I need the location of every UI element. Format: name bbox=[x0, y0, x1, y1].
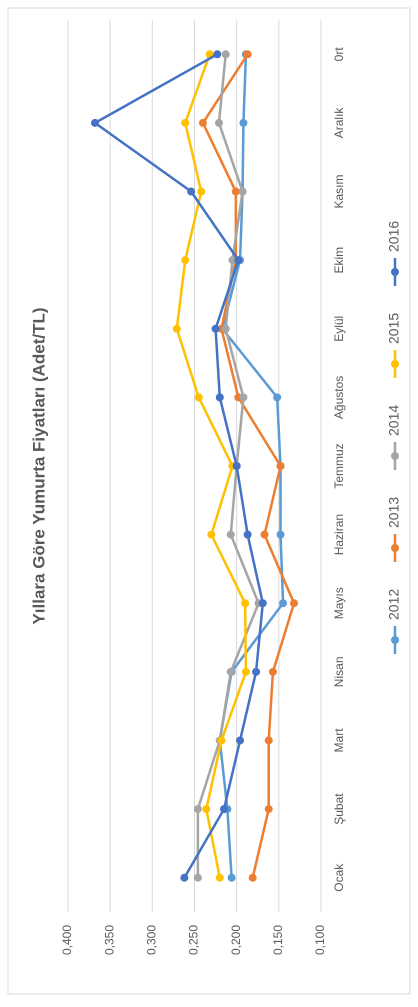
data-point bbox=[220, 805, 229, 814]
y-tick-label: 0,350 bbox=[102, 925, 116, 955]
x-tick-label: Mart bbox=[332, 728, 346, 753]
data-point bbox=[221, 324, 230, 333]
data-point bbox=[243, 530, 252, 539]
x-tick-label: Ağustos bbox=[332, 376, 346, 419]
chart-frame bbox=[7, 7, 411, 995]
data-point bbox=[207, 530, 216, 539]
legend-label: 2015 bbox=[386, 313, 402, 344]
legend-marker bbox=[391, 360, 399, 368]
data-point bbox=[279, 599, 288, 608]
data-point bbox=[252, 667, 261, 676]
data-point bbox=[273, 393, 282, 402]
x-tick-label: Eylül bbox=[332, 316, 346, 342]
legend-label: 2012 bbox=[386, 589, 402, 620]
data-point bbox=[217, 736, 226, 745]
x-tick-label: Aralık bbox=[332, 107, 346, 139]
data-point bbox=[234, 256, 243, 265]
data-point bbox=[241, 599, 250, 608]
data-point bbox=[243, 50, 252, 59]
data-point bbox=[264, 736, 273, 745]
legend-marker bbox=[391, 452, 399, 460]
data-point bbox=[276, 530, 285, 539]
data-point bbox=[236, 736, 245, 745]
x-tick-label: 0rt bbox=[332, 47, 346, 62]
data-point bbox=[90, 118, 99, 127]
x-tick-label: Ekim bbox=[332, 247, 346, 274]
data-point bbox=[290, 599, 299, 608]
data-point bbox=[214, 118, 223, 127]
data-point bbox=[215, 393, 224, 402]
data-point bbox=[172, 324, 181, 333]
data-point bbox=[198, 118, 207, 127]
data-point bbox=[241, 667, 250, 676]
x-tick-label: Nisan bbox=[332, 657, 346, 688]
x-tick-label: Mayıs bbox=[332, 587, 346, 619]
x-tick-label: Kasım bbox=[332, 175, 346, 209]
data-point bbox=[215, 873, 224, 882]
data-point bbox=[268, 667, 277, 676]
y-tick-label: 0,150 bbox=[271, 925, 285, 955]
y-tick-label: 0,400 bbox=[60, 925, 74, 955]
legend-marker bbox=[391, 268, 399, 276]
data-point bbox=[258, 599, 267, 608]
data-point bbox=[211, 324, 220, 333]
data-point bbox=[231, 187, 240, 196]
data-point bbox=[213, 50, 222, 59]
data-point bbox=[227, 873, 236, 882]
data-point bbox=[260, 530, 269, 539]
legend-label: 2014 bbox=[386, 405, 402, 436]
data-point bbox=[232, 462, 241, 470]
chart-title: Yıllara Göre Yumurta Fiyatları (Adet/TL) bbox=[29, 307, 48, 624]
data-point bbox=[181, 256, 190, 265]
data-point bbox=[193, 873, 202, 882]
data-point bbox=[264, 805, 273, 814]
y-tick-label: 0,250 bbox=[187, 925, 201, 955]
data-point bbox=[226, 667, 235, 676]
data-point bbox=[248, 873, 257, 882]
y-tick-label: 0,100 bbox=[313, 925, 327, 955]
x-tick-label: Ocak bbox=[332, 863, 346, 892]
legend-label: 2016 bbox=[386, 221, 402, 252]
x-tick-label: Şubat bbox=[332, 793, 346, 825]
data-point bbox=[202, 805, 211, 814]
y-tick-label: 0,300 bbox=[145, 925, 159, 955]
data-point bbox=[276, 462, 285, 470]
x-tick-label: Temmuz bbox=[332, 443, 346, 488]
data-point bbox=[194, 393, 203, 402]
x-tick-label: Haziran bbox=[332, 514, 346, 555]
data-point bbox=[226, 530, 235, 539]
data-point bbox=[193, 805, 202, 814]
legend-label: 2013 bbox=[386, 497, 402, 528]
data-point bbox=[181, 118, 190, 127]
legend-marker bbox=[391, 544, 399, 552]
data-point bbox=[221, 50, 230, 59]
data-point bbox=[238, 187, 247, 196]
data-point bbox=[180, 873, 189, 882]
legend-marker bbox=[391, 636, 399, 644]
data-point bbox=[228, 256, 237, 265]
data-point bbox=[187, 187, 196, 196]
y-tick-label: 0,200 bbox=[229, 925, 243, 955]
data-point bbox=[239, 118, 248, 127]
data-point bbox=[239, 393, 248, 402]
data-point bbox=[197, 187, 206, 196]
